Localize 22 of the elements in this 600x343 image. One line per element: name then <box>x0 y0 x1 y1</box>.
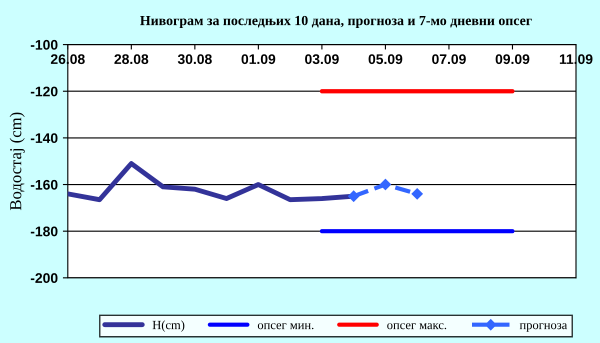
legend-label: прогноза <box>520 323 568 332</box>
chart-title: Нивограм за последњих 10 дана, прогноза и 7-мо дневни опсег <box>140 16 532 28</box>
y-tick-label: -120 <box>30 86 58 96</box>
x-tick-label: 30.08 <box>178 54 212 64</box>
legend-label: H(cm) <box>152 320 184 332</box>
legend-label: опсег макс. <box>387 323 446 330</box>
point <box>348 190 360 202</box>
x-tick-label: 09.09 <box>496 54 530 64</box>
y-axis-title: Водостај (cm) <box>10 112 25 210</box>
y-tick-label: -160 <box>30 180 58 190</box>
y-tick-label: -140 <box>30 133 58 144</box>
legend-label: опсег мин. <box>258 323 314 330</box>
point <box>412 188 423 200</box>
x-tick-label: 05.09 <box>368 54 402 64</box>
x-tick-label: 03.09 <box>305 54 339 64</box>
x-tick-label: 01.09 <box>242 54 276 64</box>
y-tick-label: -180 <box>30 226 58 236</box>
y-tick-label: -100 <box>30 40 58 50</box>
point <box>380 178 392 190</box>
x-tick-label: 07.09 <box>432 54 466 64</box>
y-tick-label: -200 <box>30 273 58 283</box>
x-tick-label: 28.08 <box>114 54 148 64</box>
